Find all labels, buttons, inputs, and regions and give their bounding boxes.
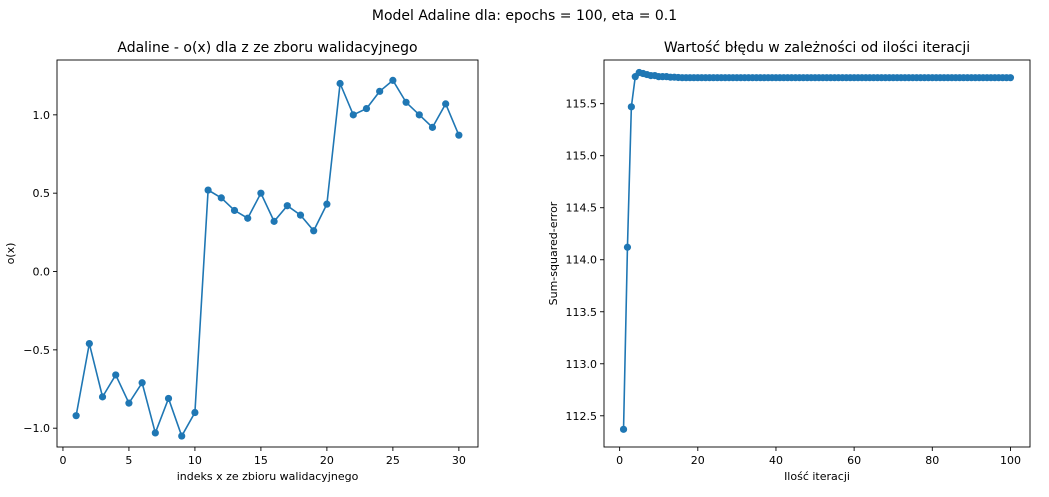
axes-frame <box>56 59 479 448</box>
series-line <box>75 79 460 438</box>
y-tick-label: 115.5 <box>566 98 598 111</box>
y-tick-label: 113.5 <box>566 306 598 319</box>
data-point <box>244 214 252 222</box>
x-tick-label: 5 <box>125 454 132 467</box>
chart-panel-left: Adaline - o(x) dla z ze zboru walidacyjn… <box>4 40 479 483</box>
x-axis-label: Ilość iteracji <box>784 470 850 483</box>
x-tick-label: 0 <box>59 454 66 467</box>
x-tick-label: 20 <box>691 454 705 467</box>
y-tick-label: −0.5 <box>23 344 50 357</box>
chart-title: Adaline - o(x) dla z ze zboru walidacyjn… <box>117 40 417 56</box>
x-tick-label: 30 <box>452 454 466 467</box>
x-tick-label: 15 <box>254 454 268 467</box>
data-point <box>257 189 265 197</box>
y-axis-label: o(x) <box>4 243 17 265</box>
data-point <box>402 98 410 106</box>
data-point <box>217 194 225 202</box>
data-point <box>178 432 186 440</box>
x-tick-label: 100 <box>1000 454 1021 467</box>
y-tick-label: 115.0 <box>566 150 598 163</box>
x-tick-label: 10 <box>188 454 202 467</box>
data-point <box>349 111 357 119</box>
data-point <box>389 76 397 84</box>
y-tick-label: 0.0 <box>33 266 51 279</box>
x-tick-label: 80 <box>925 454 939 467</box>
data-point <box>376 87 384 95</box>
x-tick-label: 0 <box>616 454 623 467</box>
x-tick-label: 20 <box>320 454 334 467</box>
y-tick-label: 1.0 <box>33 109 51 122</box>
data-point <box>336 79 344 88</box>
data-point <box>455 131 463 139</box>
axes-frame <box>603 59 1031 448</box>
chart-panel-right: Wartość błędu w zależności od ilości ite… <box>547 40 1031 483</box>
data-point <box>230 206 239 215</box>
data-point <box>191 408 199 417</box>
data-point <box>362 104 371 113</box>
x-tick-label: 40 <box>769 454 783 467</box>
data-point <box>619 425 628 433</box>
data-point <box>112 371 120 379</box>
figure-suptitle: Model Adaline dla: epochs = 100, eta = 0… <box>371 8 678 24</box>
data-point <box>415 111 423 119</box>
y-tick-label: 113.0 <box>566 358 598 371</box>
data-point <box>283 202 291 210</box>
data-point <box>204 186 212 194</box>
data-point <box>310 227 318 235</box>
data-point <box>442 100 450 108</box>
data-point <box>623 243 632 251</box>
data-point <box>85 339 93 348</box>
data-point <box>428 123 437 131</box>
data-point <box>72 412 80 420</box>
data-point <box>296 211 305 219</box>
y-axis-label: Sum-squared-error <box>547 201 560 305</box>
y-tick-label: 112.5 <box>566 410 598 423</box>
data-point <box>323 200 331 208</box>
data-point <box>627 103 635 111</box>
data-point <box>151 429 159 437</box>
data-point <box>138 379 146 387</box>
x-axis-label: indeks x ze zbioru walidacyjnego <box>177 470 359 483</box>
data-point <box>125 399 133 407</box>
x-tick-label: 60 <box>847 454 861 467</box>
data-point <box>1006 74 1015 82</box>
y-tick-label: −1.0 <box>23 422 50 435</box>
data-point <box>164 394 173 403</box>
chart-title: Wartość błędu w zależności od ilości ite… <box>664 40 970 56</box>
data-point <box>98 393 107 401</box>
y-tick-label: 0.5 <box>33 187 51 200</box>
y-tick-label: 114.5 <box>566 202 598 215</box>
data-point <box>270 217 278 225</box>
y-tick-label: 114.0 <box>566 254 598 267</box>
series-line <box>622 71 1011 430</box>
x-tick-label: 25 <box>386 454 400 467</box>
